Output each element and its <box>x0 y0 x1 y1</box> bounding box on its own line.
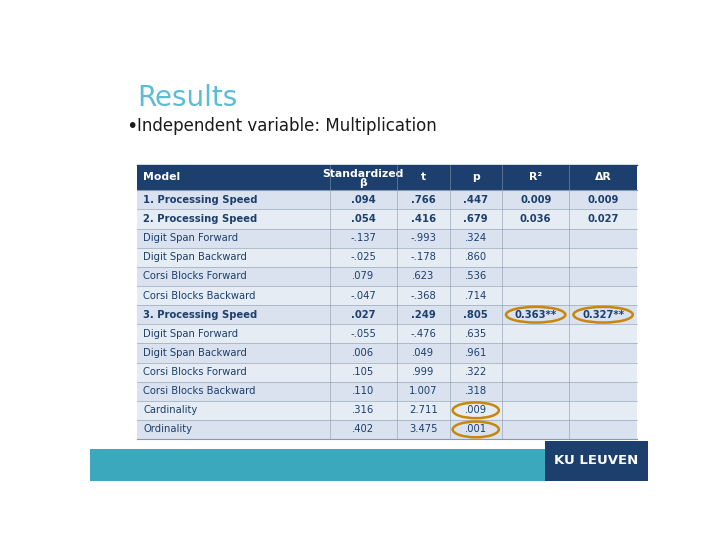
FancyBboxPatch shape <box>545 441 648 481</box>
Text: Digit Span Backward: Digit Span Backward <box>143 252 247 262</box>
Text: .105: .105 <box>352 367 374 377</box>
FancyBboxPatch shape <box>138 324 637 343</box>
FancyBboxPatch shape <box>138 210 637 228</box>
FancyBboxPatch shape <box>138 267 637 286</box>
Text: -.025: -.025 <box>351 252 377 262</box>
Text: .860: .860 <box>464 252 487 262</box>
Text: .249: .249 <box>411 310 436 320</box>
Text: p: p <box>472 172 480 183</box>
Text: Model: Model <box>143 172 180 183</box>
Text: .961: .961 <box>464 348 487 358</box>
Text: .009: .009 <box>464 406 487 415</box>
Text: .054: .054 <box>351 214 376 224</box>
Text: 0.009: 0.009 <box>588 195 618 205</box>
Text: Corsi Blocks Forward: Corsi Blocks Forward <box>143 272 247 281</box>
Text: ΔR: ΔR <box>595 172 611 183</box>
Text: -.476: -.476 <box>410 329 436 339</box>
FancyBboxPatch shape <box>138 420 637 439</box>
Text: Digit Span Backward: Digit Span Backward <box>143 348 247 358</box>
Text: .536: .536 <box>464 272 487 281</box>
Text: -.178: -.178 <box>410 252 436 262</box>
Text: •: • <box>126 117 138 136</box>
Text: 0.027: 0.027 <box>588 214 618 224</box>
Text: Digit Span Forward: Digit Span Forward <box>143 329 238 339</box>
FancyBboxPatch shape <box>90 449 648 481</box>
Text: Corsi Blocks Backward: Corsi Blocks Backward <box>143 386 256 396</box>
Text: .027: .027 <box>351 310 376 320</box>
Text: 2.711: 2.711 <box>409 406 438 415</box>
Text: Results: Results <box>138 84 238 112</box>
Text: .318: .318 <box>464 386 487 396</box>
FancyBboxPatch shape <box>138 362 637 382</box>
Text: .416: .416 <box>411 214 436 224</box>
Text: .447: .447 <box>463 195 488 205</box>
Text: R²: R² <box>529 172 542 183</box>
Text: -.993: -.993 <box>410 233 436 243</box>
Text: .402: .402 <box>352 424 374 435</box>
Text: -.368: -.368 <box>410 291 436 301</box>
Text: 3.475: 3.475 <box>409 424 438 435</box>
Text: 1. Processing Speed: 1. Processing Speed <box>143 195 258 205</box>
Text: .079: .079 <box>352 272 374 281</box>
Text: *p< .05; **p < .01: *p< .05; **p < .01 <box>138 449 255 462</box>
FancyBboxPatch shape <box>138 343 637 362</box>
Text: .766: .766 <box>411 195 436 205</box>
Text: .094: .094 <box>351 195 376 205</box>
Text: t: t <box>420 172 426 183</box>
Text: .001: .001 <box>464 424 487 435</box>
Text: -.137: -.137 <box>351 233 377 243</box>
Text: .049: .049 <box>413 348 434 358</box>
FancyBboxPatch shape <box>138 286 637 305</box>
FancyBboxPatch shape <box>138 165 637 191</box>
FancyBboxPatch shape <box>138 305 637 324</box>
FancyBboxPatch shape <box>138 228 637 248</box>
Text: 1.007: 1.007 <box>409 386 438 396</box>
Text: Ordinality: Ordinality <box>143 424 192 435</box>
Text: .623: .623 <box>413 272 434 281</box>
Text: Corsi Blocks Backward: Corsi Blocks Backward <box>143 291 256 301</box>
Text: .316: .316 <box>352 406 374 415</box>
Text: Digit Span Forward: Digit Span Forward <box>143 233 238 243</box>
Text: -.047: -.047 <box>351 291 377 301</box>
Text: 0.363**: 0.363** <box>515 310 557 320</box>
Text: .322: .322 <box>464 367 487 377</box>
Text: Standardized: Standardized <box>323 168 404 179</box>
Text: .999: .999 <box>412 367 435 377</box>
FancyBboxPatch shape <box>138 248 637 267</box>
Text: KU LEUVEN: KU LEUVEN <box>554 454 639 467</box>
Text: .714: .714 <box>464 291 487 301</box>
Text: -.055: -.055 <box>351 329 377 339</box>
Text: β: β <box>359 178 367 188</box>
Text: 0.036: 0.036 <box>520 214 552 224</box>
Text: Cardinality: Cardinality <box>143 406 197 415</box>
Text: 0.327**: 0.327** <box>582 310 624 320</box>
Text: .805: .805 <box>464 310 488 320</box>
Text: .110: .110 <box>352 386 374 396</box>
Text: Corsi Blocks Forward: Corsi Blocks Forward <box>143 367 247 377</box>
Text: 0.009: 0.009 <box>520 195 552 205</box>
FancyBboxPatch shape <box>138 401 637 420</box>
Text: .324: .324 <box>464 233 487 243</box>
FancyBboxPatch shape <box>138 382 637 401</box>
Text: 3. Processing Speed: 3. Processing Speed <box>143 310 257 320</box>
FancyBboxPatch shape <box>138 191 637 210</box>
Text: Independent variable: Multiplication: Independent variable: Multiplication <box>138 117 437 135</box>
Text: .679: .679 <box>464 214 488 224</box>
Text: 2. Processing Speed: 2. Processing Speed <box>143 214 257 224</box>
Text: .635: .635 <box>464 329 487 339</box>
Text: .006: .006 <box>352 348 374 358</box>
